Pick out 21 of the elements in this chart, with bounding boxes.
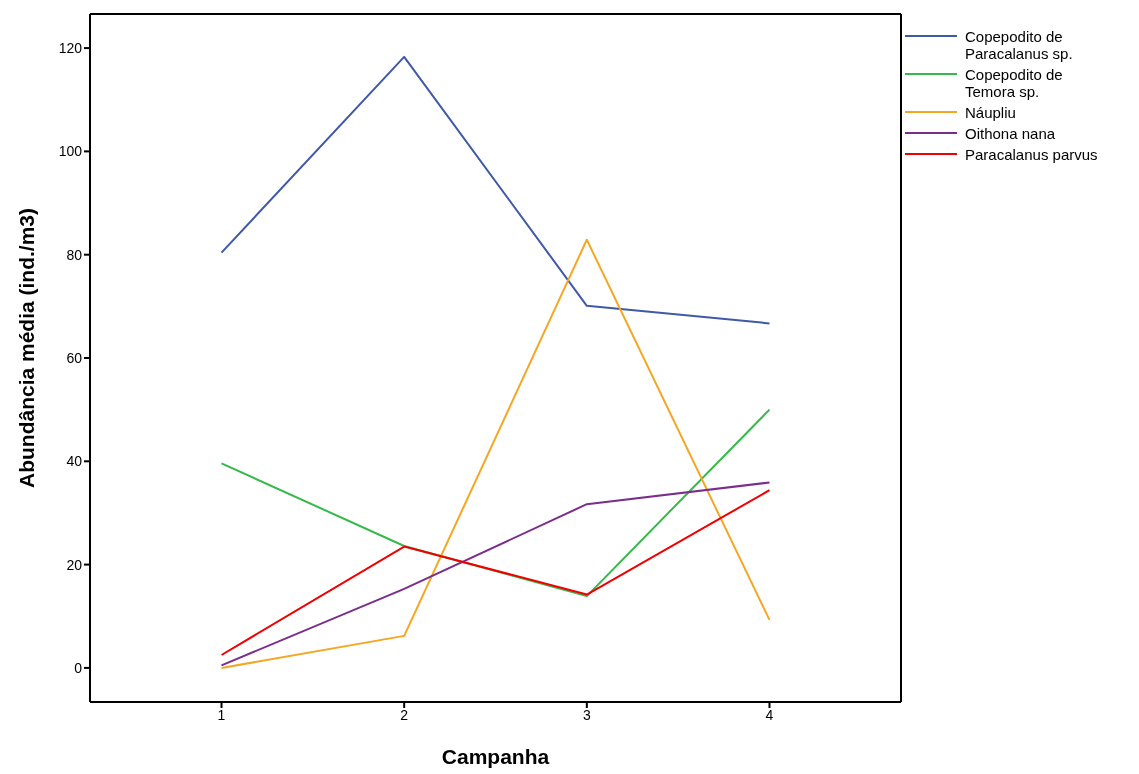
y-tick-label: 120 bbox=[58, 40, 83, 57]
x-axis-title: Campanha bbox=[441, 745, 550, 768]
y-tick-label: 80 bbox=[66, 246, 83, 263]
x-tick-label: 2 bbox=[400, 706, 409, 723]
legend-label: Copepodito de Paracalanus sp. bbox=[965, 28, 1074, 62]
legend-label: Copepodito de Temora sp. bbox=[965, 66, 1064, 100]
y-tick-label: 20 bbox=[66, 556, 83, 573]
x-tick-label: 3 bbox=[582, 706, 591, 723]
legend-label: Paracalanus parvus bbox=[965, 146, 1099, 163]
y-axis-title: Abundância média (ind./m3) bbox=[15, 207, 39, 488]
line-series bbox=[220, 55, 771, 325]
y-tick-label: 100 bbox=[58, 143, 83, 160]
y-tick-label: 60 bbox=[66, 349, 83, 366]
x-tick-label: 1 bbox=[217, 706, 226, 723]
line-series bbox=[220, 408, 771, 598]
y-tick-label: 40 bbox=[66, 453, 83, 470]
legend-label: Náupliu bbox=[965, 104, 1017, 121]
x-tick-label: 4 bbox=[765, 706, 774, 723]
y-tick-label: 0 bbox=[74, 659, 83, 676]
line-series bbox=[220, 238, 771, 669]
legend-label: Oithona nana bbox=[965, 125, 1057, 142]
